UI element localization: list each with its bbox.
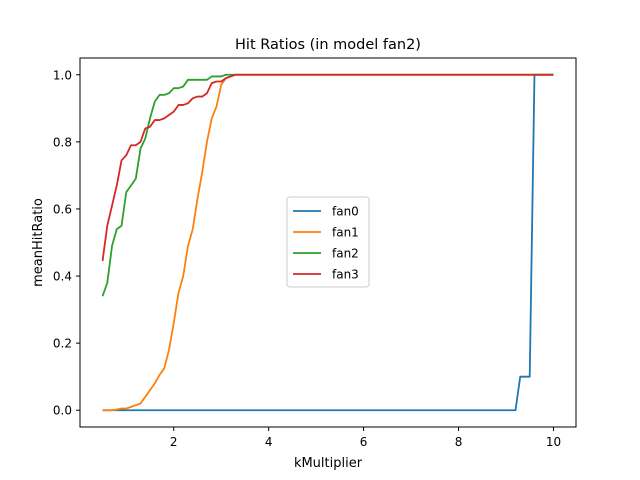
y-tick-label: 0.2 bbox=[53, 337, 72, 351]
legend-label-fan1: fan1 bbox=[332, 226, 359, 240]
x-axis: 2 4 6 8 10 bbox=[170, 427, 561, 449]
series-line-fan2 bbox=[101, 73, 554, 297]
x-axis-label: kMultiplier bbox=[294, 456, 363, 471]
y-tick-label: 1.0 bbox=[53, 68, 72, 82]
x-tick-label: 8 bbox=[455, 435, 463, 449]
axes-frame bbox=[79, 57, 577, 428]
y-tick-label: 0.0 bbox=[53, 404, 72, 418]
legend-label-fan0: fan0 bbox=[332, 205, 359, 219]
legend-label-fan3: fan3 bbox=[332, 268, 359, 282]
series-layer bbox=[101, 73, 554, 412]
series-line-fan1 bbox=[102, 73, 554, 412]
legend: fan0 fan1 fan2 fan3 bbox=[286, 196, 370, 288]
y-tick-label: 0.4 bbox=[53, 270, 72, 284]
x-tick-label: 2 bbox=[170, 435, 178, 449]
series-line-fan3 bbox=[101, 73, 554, 262]
legend-label-fan2: fan2 bbox=[332, 247, 359, 261]
y-tick-label: 0.8 bbox=[53, 135, 72, 149]
x-tick-label: 4 bbox=[265, 435, 273, 449]
plot-area bbox=[101, 73, 554, 412]
legend-box bbox=[286, 196, 370, 288]
y-axis-label: meanHitRatio bbox=[31, 198, 46, 287]
y-axis: 0.0 0.2 0.4 0.6 0.8 1.0 bbox=[53, 68, 80, 418]
x-tick-label: 10 bbox=[546, 435, 561, 449]
x-tick-label: 6 bbox=[360, 435, 368, 449]
y-tick-label: 0.6 bbox=[53, 202, 72, 216]
chart-title: Hit Ratios (in model fan2) bbox=[235, 37, 421, 53]
